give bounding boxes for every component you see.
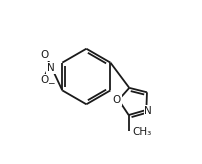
- Text: −: −: [46, 79, 54, 88]
- Text: N: N: [47, 63, 55, 73]
- Text: N: N: [144, 106, 151, 116]
- Text: CH₃: CH₃: [132, 127, 151, 137]
- Text: O: O: [112, 95, 120, 105]
- Text: O: O: [41, 50, 49, 60]
- Text: O: O: [41, 75, 49, 85]
